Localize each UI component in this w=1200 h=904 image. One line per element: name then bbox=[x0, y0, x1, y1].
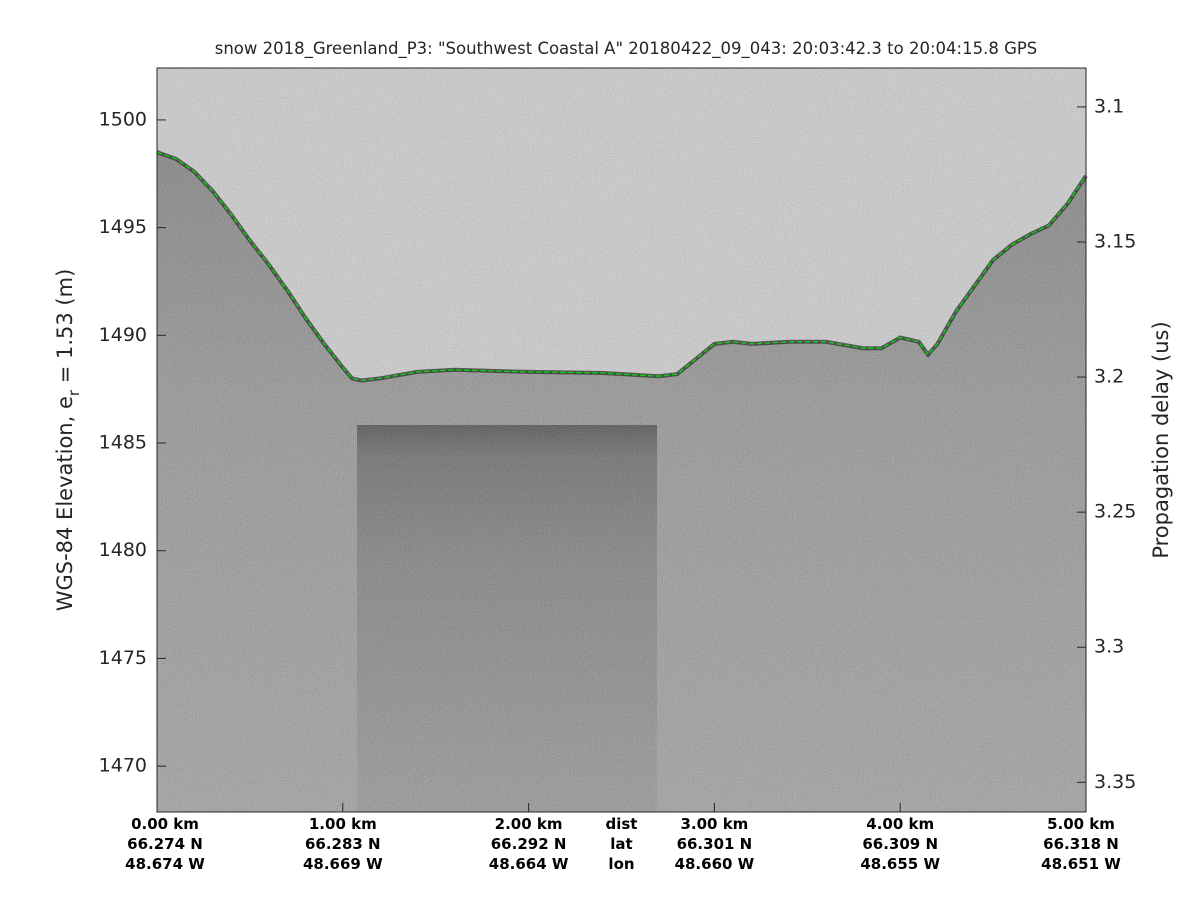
lat-label: 66.309 N bbox=[862, 835, 938, 853]
y2-axis-label: Propagation delay (us) bbox=[1149, 321, 1173, 558]
y2-tick-label: 3.2 bbox=[1094, 366, 1124, 388]
lon-label: 48.651 W bbox=[1041, 855, 1121, 873]
dark-block bbox=[357, 425, 657, 812]
row-name: lat bbox=[610, 835, 632, 853]
plot-frame bbox=[156, 67, 1087, 813]
y2-tick-label: 3.25 bbox=[1094, 501, 1136, 523]
y-tick-label: 1500 bbox=[99, 108, 147, 130]
y2-tick-label: 3.3 bbox=[1094, 636, 1124, 658]
row-name: dist bbox=[606, 815, 638, 833]
lon-label: 48.660 W bbox=[675, 855, 755, 873]
lon-label: 48.655 W bbox=[860, 855, 940, 873]
y-tick-label: 1490 bbox=[99, 324, 147, 346]
y-tick-label: 1485 bbox=[99, 432, 147, 454]
x-tick-label: 1.00 km bbox=[309, 815, 377, 833]
x-tick-label: 2.00 km bbox=[495, 815, 563, 833]
chart-title: snow 2018_Greenland_P3: "Southwest Coast… bbox=[215, 39, 1038, 59]
x-tick-label: 5.00 km bbox=[1047, 815, 1115, 833]
y-axis-label: WGS-84 Elevation, er = 1.53 (m) bbox=[53, 269, 83, 612]
x-tick-label: 3.00 km bbox=[680, 815, 748, 833]
y2-tick-label: 3.1 bbox=[1094, 95, 1124, 117]
lat-label: 66.283 N bbox=[305, 835, 381, 853]
y2-tick-label: 3.35 bbox=[1094, 771, 1136, 793]
y-tick-label: 1475 bbox=[99, 647, 147, 669]
y2-tick-label: 3.15 bbox=[1094, 230, 1136, 252]
lon-label: 48.664 W bbox=[489, 855, 569, 873]
y-tick-label: 1495 bbox=[99, 216, 147, 238]
lon-label: 48.674 W bbox=[125, 855, 205, 873]
x-tick-label: 0.00 km bbox=[131, 815, 199, 833]
y-label-suffix: = 1.53 (m) bbox=[53, 269, 77, 390]
lat-label: 66.301 N bbox=[677, 835, 753, 853]
y-tick-label: 1470 bbox=[99, 755, 147, 777]
y-label-subscript: r bbox=[65, 389, 83, 396]
lat-label: 66.292 N bbox=[491, 835, 567, 853]
surface-line bbox=[156, 151, 1087, 382]
plot-area bbox=[156, 68, 1088, 812]
lat-label: 66.274 N bbox=[127, 835, 203, 853]
row-name: lon bbox=[608, 855, 634, 873]
y-tick-label: 1480 bbox=[99, 539, 147, 561]
lat-label: 66.318 N bbox=[1043, 835, 1119, 853]
x-tick-label: 4.00 km bbox=[866, 815, 934, 833]
lon-label: 48.669 W bbox=[303, 855, 383, 873]
y-label-text: WGS-84 Elevation, e bbox=[53, 396, 77, 611]
